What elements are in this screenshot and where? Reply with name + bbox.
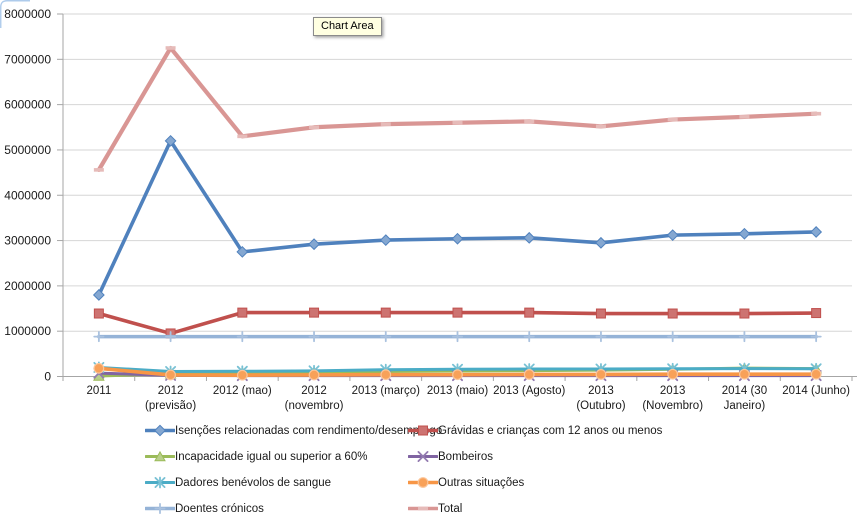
legend-item-2[interactable]: Incapacidade igual ou superior a 60% — [145, 450, 408, 463]
x-tick-label: 2013 (maio) — [427, 385, 489, 397]
y-tick-label: 5000000 — [4, 143, 51, 157]
chart-selection-border — [0, 0, 30, 28]
legend-marker-icon-5 — [408, 477, 438, 488]
series-5[interactable] — [93, 362, 822, 381]
chart-area-tooltip: Chart Area — [313, 17, 382, 36]
x-tick-label: 2013 (Outubro) — [576, 385, 625, 412]
y-tick-label: 2000000 — [4, 279, 51, 293]
legend-label: Doentes crónicos — [175, 502, 264, 515]
x-tick-label: 2014 (Junho) — [782, 385, 850, 397]
legend-item-5[interactable]: Outras situações — [408, 476, 662, 489]
x-tick-label: 2013 (Novembro) — [642, 385, 703, 412]
y-tick-label: 7000000 — [4, 52, 51, 66]
series-markers-6[interactable] — [93, 331, 822, 343]
x-axis: 2011 2012 (previsão) 2012 (mao) 2012 (novembr… — [62, 376, 857, 412]
legend-marker-icon-4 — [145, 476, 175, 489]
legend-item-0[interactable]: Isenções relacionadas com rendimento/des… — [145, 424, 442, 437]
y-tick-label: 1000000 — [4, 324, 51, 338]
legend-marker-icon-3 — [408, 450, 438, 463]
series-markers-0[interactable] — [92, 134, 823, 301]
gridlines — [63, 13, 852, 332]
x-tick-label: 2013 (março) — [352, 385, 421, 397]
series-line-7[interactable] — [96, 45, 819, 172]
series-0[interactable] — [92, 134, 823, 301]
y-tick-label: 6000000 — [4, 98, 51, 112]
legend-item-4[interactable]: Dadores benévolos de sangue — [145, 476, 408, 489]
legend-marker-icon-1 — [408, 425, 438, 436]
legend-label: Outras situações — [438, 476, 525, 489]
legend-label: Total — [438, 502, 463, 515]
y-tick-label: 0 — [44, 370, 51, 384]
series-markers-5[interactable] — [93, 362, 822, 381]
x-tick-label: 2011 — [86, 385, 111, 397]
y-tick-label: 4000000 — [4, 188, 51, 202]
legend-label: Isenções relacionadas com rendimento/des… — [175, 424, 443, 437]
legend-label: Incapacidade igual ou superior a 60% — [175, 450, 368, 463]
y-tick-label: 3000000 — [4, 234, 51, 248]
legend-label: Dadores benévolos de sangue — [175, 476, 332, 489]
legend-marker-icon-6 — [145, 502, 175, 515]
x-tick-label: 2012 (novembro) — [285, 385, 344, 412]
chart-legend: Isenções relacionadas com rendimento/des… — [145, 424, 662, 515]
legend-item-7[interactable]: Total — [408, 502, 662, 515]
series-markers-7[interactable] — [93, 46, 822, 172]
legend-marker-icon-7 — [408, 506, 438, 511]
x-tick-label: 2013 (Agosto) — [493, 385, 565, 397]
legend-item-3[interactable]: Bombeiros — [408, 450, 662, 463]
x-tick-label: 2012 (mao) — [213, 385, 272, 397]
series-6[interactable] — [93, 331, 822, 343]
y-tick-label: 8000000 — [4, 7, 51, 21]
legend-label: Bombeiros — [438, 450, 493, 463]
legend-item-1[interactable]: Grávidas e crianças com 12 anos ou menos — [408, 424, 662, 437]
x-tick-label: 2014 (30 Janeiro) — [722, 385, 767, 412]
legend-label: Grávidas e crianças com 12 anos ou menos — [438, 424, 663, 437]
legend-marker-icon-0 — [145, 424, 175, 437]
series-7[interactable] — [93, 45, 822, 172]
series-line-0[interactable] — [97, 139, 818, 297]
y-axis: 0 1000000 2000000 3000000 4000000 5000000 6000… — [4, 7, 64, 384]
x-tick-label: 2012 (previsão) — [145, 385, 196, 412]
legend-item-6[interactable]: Doentes crónicos — [145, 502, 408, 515]
legend-marker-icon-2 — [145, 450, 175, 462]
